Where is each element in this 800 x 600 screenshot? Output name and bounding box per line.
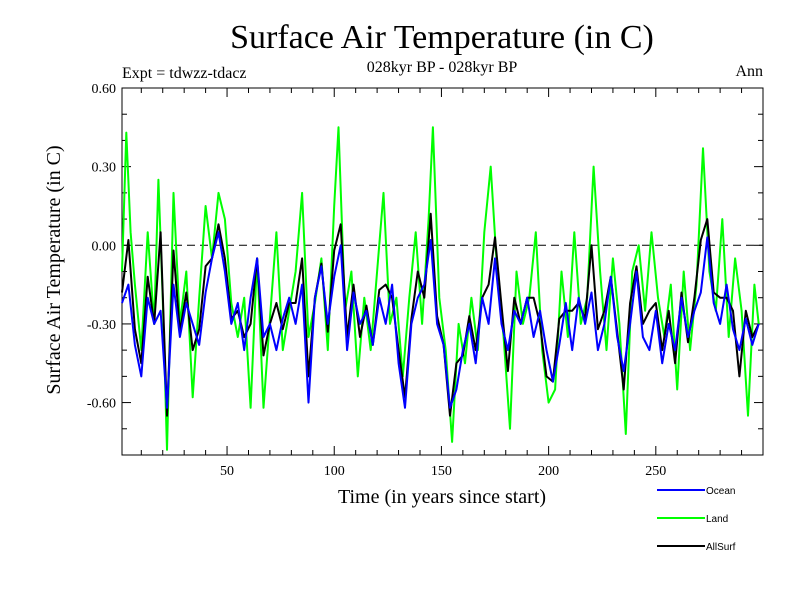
series-line-ocean — [121, 231, 760, 409]
legend-label-allsurf: AllSurf — [706, 542, 736, 553]
y-axis-label: Surface Air Temperature (in C) — [43, 145, 65, 394]
y-tick-label: -0.30 — [87, 318, 116, 333]
plot-frame — [121, 87, 764, 456]
x-tick-label: 50 — [220, 464, 234, 479]
y-tick-label: 0.00 — [92, 239, 117, 254]
x-tick-label: 250 — [645, 464, 666, 479]
legend-label-ocean: Ocean — [706, 486, 735, 497]
plot-area: 50 100 150 200 250 0.60 0.30 0.00 -0.30 -0.60 — [87, 82, 764, 479]
season-note: Ann — [735, 63, 763, 80]
series-line-land — [121, 126, 760, 451]
y-tick-label: 0.60 — [92, 82, 117, 97]
chart-subtitle: 028kyr BP - 028kyr BP — [367, 59, 518, 76]
legend-label-land: Land — [706, 514, 728, 525]
experiment-note: Expt = tdwzz-tdacz — [122, 65, 247, 82]
x-tick-label: 150 — [431, 464, 452, 479]
series-line-allsurf — [121, 212, 760, 417]
chart-title: Surface Air Temperature (in C) — [230, 19, 654, 56]
x-axis-label: Time (in years since start) — [338, 486, 546, 508]
x-tick-label: 200 — [538, 464, 559, 479]
y-tick-label: 0.30 — [92, 161, 117, 176]
legend: Ocean Land AllSurf — [657, 486, 736, 553]
x-tick-label: 100 — [324, 464, 345, 479]
y-tick-label: -0.60 — [87, 397, 116, 412]
